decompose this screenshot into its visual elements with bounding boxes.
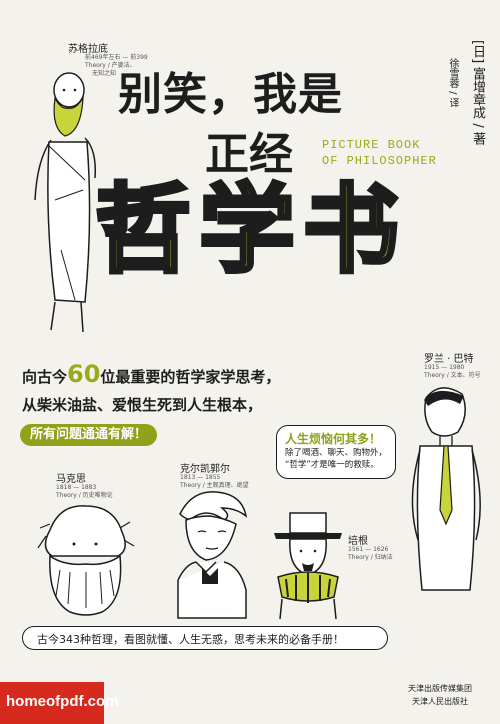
socrates-meta-1: 前469年左右 — 前399 [85, 54, 148, 61]
socrates-illustration [34, 72, 97, 333]
english-subtitle-line-2: OF PHILOSOPHER [322, 154, 437, 168]
bacon-name: 培根 [348, 536, 368, 547]
kierkegaard-meta-1: 1813 — 1855 [180, 474, 221, 481]
barthes-name: 罗兰 · 巴特 [424, 354, 474, 365]
bottom-slogan-text: 古今343种哲理，看图就懂、人生无惑，思考未来的必备手册！ [37, 633, 344, 646]
tagline-pre: 向古今 [22, 368, 68, 386]
bubble-body-line-1: 除了喝酒、聊天、购物外， [285, 448, 388, 458]
bubble-body-line-2: “哲学”才是唯一的救赎。 [285, 460, 379, 470]
bacon-meta-2: Theory / 归纳法 [348, 554, 393, 561]
tagline: 向古今60位最重要的哲学家学思考， 从柴米油盐、爱恨生死到人生根本， [22, 360, 280, 419]
author-credit: [日] 富增章成 / 著 [470, 40, 485, 145]
marx-meta-1: 1818 — 1883 [56, 484, 97, 491]
kierkegaard-name: 克尔凯郭尔 [180, 464, 230, 475]
barthes-meta-1: 1915 — 1980 [424, 364, 465, 371]
english-subtitle-line-1: PICTURE BOOK [322, 138, 421, 152]
socrates-meta-2: Theory / 产婆法、 [85, 62, 136, 69]
bubble-title: 人生烦恼何其多！ [285, 432, 382, 446]
translator-credit: 徐雪蓉 / 译 [447, 58, 458, 108]
socrates-meta-3: 无知之知 [92, 70, 117, 77]
marx-illustration [37, 505, 135, 616]
bottom-slogan-bar: 古今343种哲理，看图就懂、人生无惑，思考未来的必备手册！ [22, 626, 388, 650]
title-line-1: 别笑，我是 [118, 69, 343, 120]
english-subtitle: PICTURE BOOK OF PHILOSOPHER [322, 137, 437, 169]
watermark: homeofpdf.com [0, 682, 119, 724]
bacon-illustration [274, 512, 342, 620]
speech-bubble: 人生烦恼何其多！ 除了喝酒、聊天、购物外， “哲学”才是唯一的救赎。 [276, 425, 396, 479]
marx-name: 马克思 [56, 474, 86, 485]
watermark-text: homeofpdf.com [6, 693, 119, 710]
title-main: 哲学书 [93, 174, 407, 286]
publisher-press: 天津人民出版社 [412, 697, 468, 706]
marx-meta-2: Theory / 历史唯物论 [56, 492, 113, 499]
kierkegaard-illustration [177, 491, 248, 619]
publisher: 天津出版传媒集团 天津人民出版社 [408, 682, 472, 708]
socrates-name: 苏格拉底 [68, 44, 108, 55]
author-block: [日] 富增章成 / 著 徐雪蓉 / 译 [440, 40, 490, 160]
tagline-line-2: 从柴米油盐、爱恨生死到人生根本， [22, 396, 263, 414]
bacon-meta-1: 1561 — 1626 [348, 546, 389, 553]
barthes-illustration [411, 387, 481, 591]
tagline-pill: 所有问题通通有解！ [20, 424, 158, 446]
bubble-body: 除了喝酒、聊天、购物外， “哲学”才是唯一的救赎。 [285, 447, 387, 471]
kierkegaard-meta-2: Theory / 主观真理、绝望 [180, 482, 249, 489]
barthes-meta-2: Theory / 文本、符号 [424, 372, 481, 379]
title-line-2: 正经 [205, 129, 293, 180]
tagline-number: 60 [67, 360, 101, 388]
tagline-line-1: 向古今60位最重要的哲学家学思考， [22, 360, 280, 391]
tagline-post: 位最重要的哲学家学思考， [100, 368, 281, 386]
publisher-group: 天津出版传媒集团 [408, 684, 472, 693]
